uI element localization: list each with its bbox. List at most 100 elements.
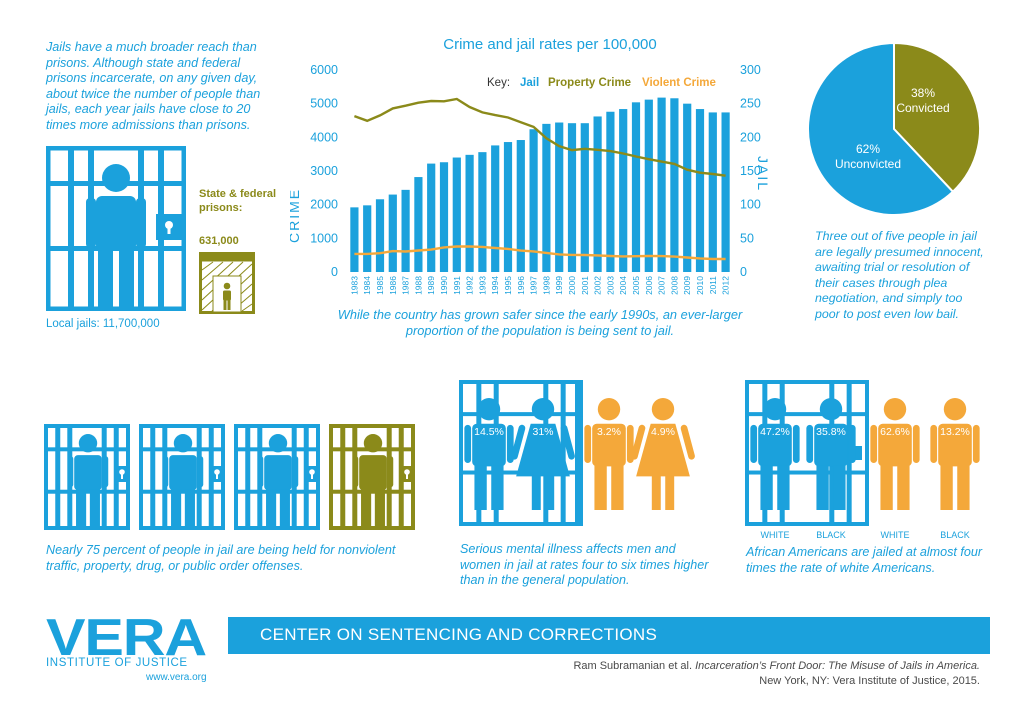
race-figure-3: 62.6% WHITE <box>870 398 920 540</box>
main-chart-caption: While the country has grown safer since … <box>337 307 743 338</box>
race-figure-4: 13.2% BLACK <box>930 398 980 540</box>
race-figure-tag: WHITE <box>881 530 910 540</box>
race-figure-tag: BLACK <box>940 530 970 540</box>
pie-caption: Three out of five people in jail are leg… <box>815 229 984 321</box>
right-tick-label: 50 <box>740 231 754 245</box>
jail-bar <box>427 163 436 272</box>
race-figure-pct: 35.8% <box>816 426 846 438</box>
citation: Ram Subramanian et al. Incarceration’s F… <box>573 659 980 689</box>
jail-cell-icon <box>139 424 225 530</box>
right-tick-label: 100 <box>740 198 761 212</box>
jail-bar <box>542 123 551 272</box>
left-axis-label: CRIME <box>290 188 302 243</box>
year-tick-label: 1992 <box>465 276 475 295</box>
jail-bar <box>721 112 730 272</box>
pie-unconvicted-pct: 62% <box>856 142 880 156</box>
legend-property-crime: Property Crime <box>548 77 631 89</box>
jail-bar <box>375 199 385 272</box>
year-tick-label: 2003 <box>605 276 615 295</box>
jail-cell-icon <box>44 424 130 530</box>
citation-title: Incarceration’s Front Door: The Misuse o… <box>695 660 980 672</box>
institute-label: INSTITUTE OF JUSTICE <box>46 657 188 669</box>
jail-bar <box>555 122 564 273</box>
race-figure-1: 47.2% WHITE <box>750 398 800 540</box>
jail-bar <box>414 177 423 272</box>
race-figure-pct: 62.6% <box>880 426 910 438</box>
jail-bar <box>516 140 525 272</box>
jail-bar <box>491 145 500 272</box>
race-pictograph: 47.2% WHITE 35.8% BLACK 62.6% WHITE 13.2% BLACK <box>745 380 980 540</box>
pie-slice-unconvicted <box>807 41 955 216</box>
left-tick-label: 6000 <box>310 63 338 77</box>
year-tick-label: 1997 <box>529 276 539 295</box>
legend-jail: Jail <box>520 77 539 89</box>
right-axis-label: JAIL <box>755 156 771 192</box>
right-tick-label: 200 <box>740 130 761 144</box>
mental-figure-1: 14.5% <box>464 398 514 510</box>
year-tick-label: 1988 <box>413 276 423 295</box>
pie-convicted-label: Convicted <box>896 101 949 115</box>
local-jails-label: Local jails: 11,700,000 <box>46 318 160 330</box>
year-tick-label: 1991 <box>452 276 462 295</box>
right-tick-label: 0 <box>740 265 747 279</box>
left-tick-label: 1000 <box>310 231 338 245</box>
year-tick-label: 2011 <box>708 276 718 295</box>
mental-figure-pct: 3.2% <box>597 426 621 438</box>
local-jail-cell-icon <box>46 146 186 311</box>
nonviolent-caption: Nearly 75 percent of people in jail are … <box>46 543 396 573</box>
violent-crime-line <box>354 245 726 261</box>
year-tick-label: 2004 <box>618 276 628 295</box>
left-tick-label: 2000 <box>310 198 338 212</box>
pie-convicted-pct: 38% <box>911 86 935 100</box>
race-caption: African Americans are jailed at almost f… <box>746 545 983 575</box>
jail-bar <box>452 157 461 272</box>
citation-authors: Ram Subramanian et al. <box>573 660 696 672</box>
conviction-pie-chart: 38% Convicted 62% Unconvicted <box>807 41 981 216</box>
jail-cell-icon <box>329 424 415 530</box>
mental-figure-pct: 31% <box>532 426 553 438</box>
chart-title: Crime and jail rates per 100,000 <box>443 36 657 53</box>
center-banner: CENTER ON SENTENCING AND CORRECTIONS <box>228 617 990 654</box>
year-tick-label: 1984 <box>362 276 372 295</box>
year-tick-label: 2000 <box>567 276 577 295</box>
mental-figure-4: 4.9% <box>631 398 695 510</box>
year-tick-label: 2008 <box>669 276 679 295</box>
citation-line-2: New York, NY: Vera Institute of Justice,… <box>759 675 980 687</box>
year-tick-label: 1996 <box>516 276 526 295</box>
pie-unconvicted-label: Unconvicted <box>835 157 901 171</box>
race-figure-tag: WHITE <box>761 530 790 540</box>
left-tick-label: 0 <box>331 265 338 279</box>
jail-bar <box>619 109 628 272</box>
jail-bar <box>567 123 577 273</box>
race-figure-tag: BLACK <box>816 530 846 540</box>
left-tick-label: 5000 <box>310 97 338 111</box>
vera-logo-text: VERA <box>46 613 206 659</box>
website-link[interactable]: www.vera.org <box>146 672 207 683</box>
state-federal-label: State & federal prisons: <box>199 188 277 214</box>
year-tick-label: 1987 <box>401 276 411 295</box>
center-banner-text: CENTER ON SENTENCING AND CORRECTIONS <box>260 625 658 644</box>
jail-bar <box>363 205 372 272</box>
left-tick-label: 3000 <box>310 164 338 178</box>
year-tick-label: 1985 <box>375 276 385 295</box>
left-tick-label: 4000 <box>310 130 338 144</box>
year-tick-label: 1989 <box>426 276 436 295</box>
jail-bar <box>670 98 679 272</box>
property-crime-line <box>353 97 726 177</box>
year-tick-label: 2001 <box>580 276 590 295</box>
race-figure-pct: 47.2% <box>760 426 790 438</box>
jail-bar <box>350 207 359 272</box>
jail-bar <box>478 152 487 272</box>
jail-bar <box>580 123 589 273</box>
state-prison-cell-icon <box>199 252 255 314</box>
right-tick-label: 300 <box>740 63 761 77</box>
jail-bar <box>529 129 538 272</box>
race-figure-2: 35.8% BLACK <box>806 398 856 540</box>
year-tick-label: 1994 <box>490 276 500 295</box>
year-tick-label: 2012 <box>721 276 731 295</box>
year-tick-label: 1983 <box>349 276 359 295</box>
jail-bar <box>695 109 705 272</box>
year-tick-label: 2010 <box>695 276 705 295</box>
jail-bar <box>503 142 513 272</box>
